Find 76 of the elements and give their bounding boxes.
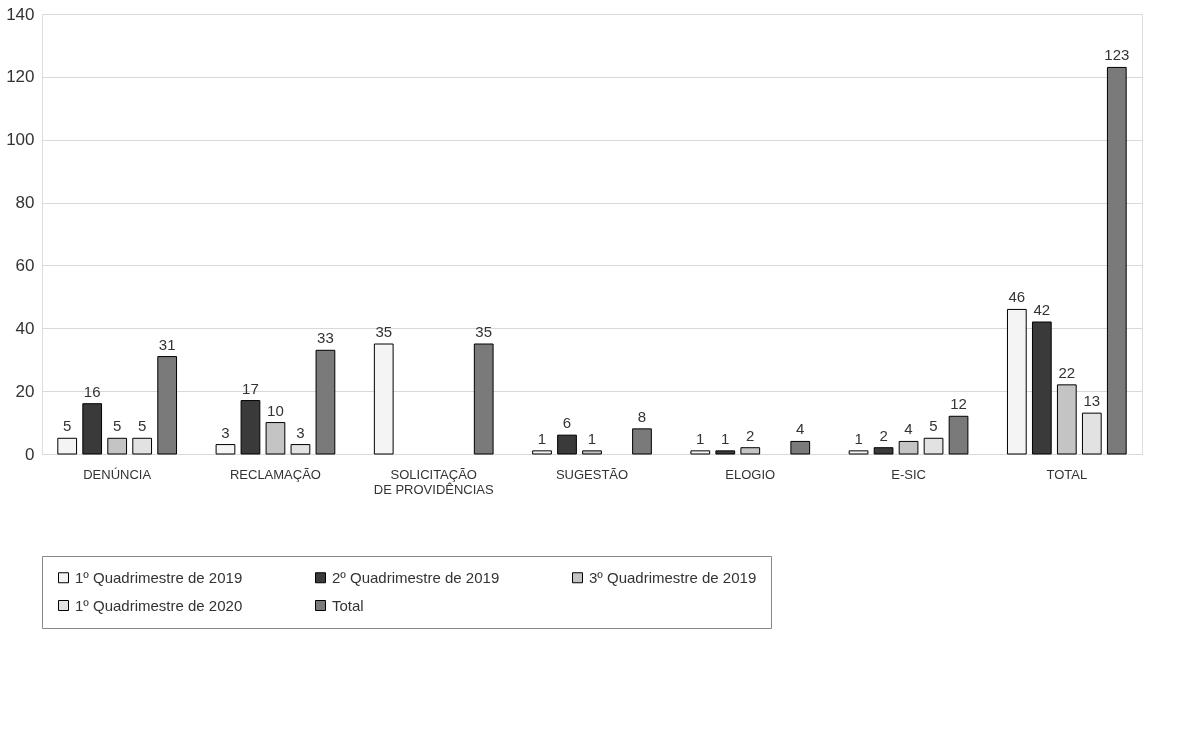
data-label: 8: [637, 407, 647, 425]
data-label: 31: [158, 335, 176, 353]
bar: [848, 450, 869, 455]
bar: [265, 422, 286, 455]
bar: [373, 343, 394, 455]
data-label: 5: [138, 417, 147, 435]
bar: [240, 400, 261, 455]
data-label: 33: [317, 329, 334, 347]
data-label: 10: [267, 401, 284, 419]
bar: [690, 450, 711, 455]
x-tick-label: SUGESTÃO: [555, 466, 629, 482]
x-tick-label: RECLAMAÇÃO: [229, 466, 321, 482]
data-label: 1: [854, 429, 863, 447]
data-label: 123: [1104, 46, 1130, 64]
y-tick-label: 100: [6, 130, 35, 150]
legend-label: Total: [332, 596, 364, 614]
data-label: 1: [696, 429, 705, 447]
x-tick-label: E-SIC: [891, 466, 926, 482]
bar: [898, 440, 919, 455]
bar: [57, 437, 78, 455]
data-label: 2: [746, 426, 755, 444]
legend-label: 3º Quadrimestre de 2019: [589, 568, 757, 586]
data-label: 2: [879, 426, 888, 444]
data-label: 1: [721, 429, 730, 447]
bar: [1106, 66, 1127, 455]
y-tick-label: 0: [25, 444, 35, 464]
bar: [107, 437, 128, 455]
data-label: 3: [296, 423, 305, 441]
bar: [632, 428, 652, 455]
data-label: 4: [904, 420, 913, 438]
bar: [1006, 308, 1027, 455]
bar: [532, 450, 552, 455]
bar: [582, 450, 602, 455]
data-label: 5: [113, 417, 122, 435]
y-tick-label: 140: [6, 4, 35, 24]
bar: [948, 415, 969, 455]
y-tick-label: 20: [15, 381, 35, 401]
data-label: 46: [1008, 288, 1026, 306]
data-label: 35: [375, 323, 393, 340]
y-tick-label: 120: [6, 67, 35, 87]
bar: [873, 447, 894, 455]
data-label: 22: [1058, 363, 1076, 381]
data-label: 1: [587, 429, 597, 447]
bar: [715, 450, 736, 455]
bar: [82, 403, 103, 455]
data-label: 4: [796, 420, 805, 438]
bar: [790, 440, 811, 455]
data-label: 5: [63, 417, 72, 435]
data-label: 1: [537, 429, 547, 447]
y-tick-label: 40: [15, 318, 35, 338]
x-tick-label: ELOGIO: [725, 466, 776, 482]
y-tick-label: 80: [15, 193, 35, 213]
bar: [1056, 384, 1077, 455]
data-label: 12: [950, 395, 967, 413]
bar: [1031, 321, 1052, 455]
bar: [557, 434, 577, 455]
bar: [473, 343, 494, 455]
x-tick-label: SOLICITAÇÃO DE PROVIDÊNCIAS: [373, 466, 495, 497]
bar: [315, 349, 336, 455]
data-label: 17: [242, 379, 259, 397]
data-label: 16: [83, 382, 101, 400]
bar: [157, 356, 178, 455]
x-tick-label: DENÚNCIA: [83, 466, 152, 482]
data-label: 5: [929, 417, 938, 435]
data-label: 13: [1083, 392, 1101, 410]
data-label: 6: [562, 414, 572, 432]
data-label: 42: [1033, 301, 1051, 318]
legend-label: 2º Quadrimestre de 2019: [332, 568, 500, 586]
legend-label: 1º Quadrimestre de 2020: [75, 596, 243, 614]
y-tick-label: 60: [15, 255, 35, 275]
data-label: 3: [221, 423, 230, 441]
legend-label: 1º Quadrimestre de 2019: [75, 568, 243, 586]
bar: [215, 444, 236, 455]
x-tick-label: TOTAL: [1046, 466, 1088, 482]
data-label: 35: [475, 323, 493, 340]
bar: [740, 447, 761, 455]
